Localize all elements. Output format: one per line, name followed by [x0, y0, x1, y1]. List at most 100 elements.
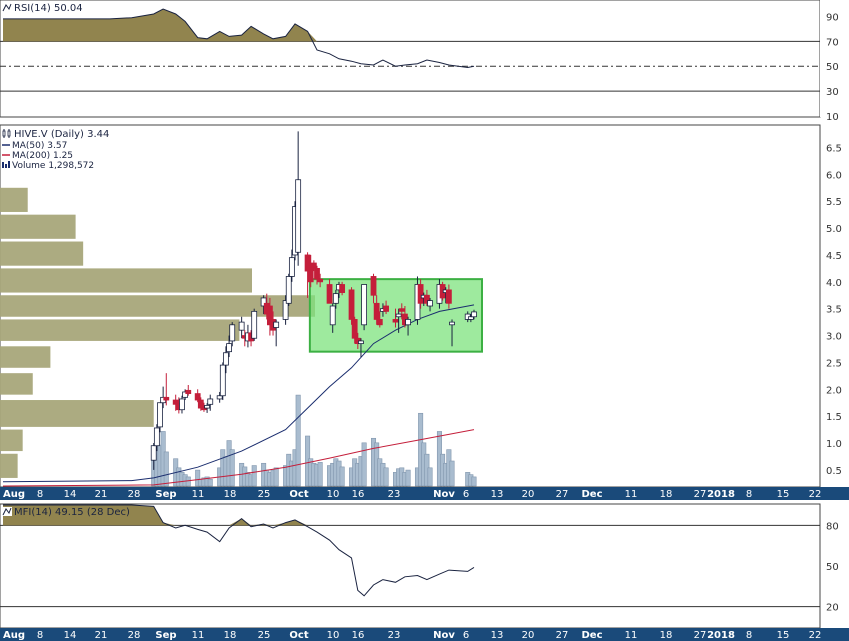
volume-bar — [163, 451, 169, 487]
candle-body — [238, 321, 245, 331]
rsi-line — [3, 8, 475, 69]
candle-body — [383, 305, 389, 312]
volume-bar — [295, 394, 301, 487]
x-axis-label: 18 — [224, 489, 237, 500]
rsi-y-tick-label: 30 — [826, 87, 839, 98]
rsi-title-group: RSI(14) 50.04 — [2, 3, 83, 14]
x-axis-label: 13 — [491, 489, 504, 500]
x-axis-label: 8 — [37, 489, 43, 500]
x-axis-label: 27 — [694, 489, 707, 500]
candle — [163, 373, 170, 406]
volume-profile-bar — [0, 268, 252, 293]
candle-body — [304, 254, 311, 272]
x-axis-label: 22 — [809, 489, 822, 500]
price-y-tick-label: 3.0 — [826, 332, 842, 343]
rsi-icon — [2, 3, 12, 12]
volume-bar — [195, 469, 201, 487]
candle-body — [266, 305, 273, 326]
x-axis-label: Dec — [581, 489, 602, 500]
volume-bar — [383, 467, 389, 487]
mfi-title: MFI(14) 49.15 (28 Dec) — [14, 507, 130, 518]
candle — [332, 289, 339, 309]
candle — [285, 273, 292, 306]
candle — [423, 289, 430, 306]
candle-body — [417, 284, 424, 304]
x-axis-label: 28 — [128, 489, 141, 500]
candle-body — [339, 284, 346, 293]
candle — [223, 346, 229, 374]
candle-body — [216, 395, 223, 400]
x-axis-label: 2018 — [707, 630, 735, 641]
candle-body — [295, 179, 302, 253]
candle — [182, 389, 189, 401]
volume-bar — [229, 449, 235, 487]
price-x-axis-bar — [0, 487, 849, 500]
x-axis-label: 27 — [694, 630, 707, 641]
candle — [351, 316, 358, 344]
candle — [307, 254, 314, 288]
candle — [417, 279, 424, 309]
mfi-y-tick-label: 80 — [826, 521, 839, 532]
price-legend: HIVE.V (Daily) 3.44 MA(50) 3.57 MA(200) … — [2, 129, 109, 171]
candle-body — [310, 262, 317, 269]
x-axis-label: 28 — [128, 630, 141, 641]
candle-body — [226, 343, 232, 353]
volume-bar — [317, 462, 323, 487]
x-axis-label: Sep — [155, 630, 176, 641]
x-axis-label: 15 — [777, 489, 790, 500]
mfi-y-tick-label: 50 — [826, 562, 839, 573]
candle — [392, 308, 399, 328]
x-axis-label: 18 — [224, 630, 237, 641]
price-y-tick-label: 0.5 — [826, 466, 842, 477]
candle — [229, 322, 236, 347]
candle-body — [219, 364, 226, 397]
candle-body — [285, 276, 292, 304]
volume-bars — [151, 394, 477, 487]
candle-body — [172, 399, 179, 405]
candle — [358, 338, 364, 358]
candle — [207, 394, 214, 411]
candle — [251, 308, 258, 341]
rsi-frame — [0, 0, 821, 118]
rsi-y-tick-label: 90 — [826, 12, 839, 23]
candle — [226, 335, 232, 358]
candle — [467, 314, 474, 323]
volume-legend-label: Volume 1,298,572 — [12, 161, 94, 171]
candle-body — [197, 399, 204, 409]
mfi-y-ticks: 80 50 20 — [826, 521, 839, 613]
x-axis-label: 25 — [258, 630, 271, 641]
x-axis-label: 10 — [327, 489, 340, 500]
x-axis-label: 18 — [660, 630, 673, 641]
candle — [157, 402, 163, 433]
volume-bar — [427, 467, 433, 487]
mfi-icon — [2, 507, 12, 516]
candle — [216, 391, 223, 403]
x-axis-label: 11 — [192, 630, 205, 641]
price-y-tick-label: 3.5 — [826, 305, 842, 316]
candle-body — [329, 305, 336, 326]
ma50-legend-label: MA(50) 3.57 — [12, 141, 67, 151]
volume-bar — [405, 469, 411, 487]
candle-body — [351, 319, 358, 339]
candle-body — [204, 405, 211, 409]
candle-body — [288, 257, 295, 277]
candle-body — [467, 316, 474, 320]
volume-bar — [185, 476, 191, 487]
candle — [260, 295, 267, 315]
x-axis-label: 2018 — [707, 489, 735, 500]
ma50-line — [2, 304, 475, 483]
candle-body — [423, 294, 430, 304]
x-axis-label: 20 — [522, 630, 535, 641]
candle — [361, 284, 368, 331]
candle-body — [273, 321, 280, 328]
candle-body — [373, 302, 380, 320]
candle — [273, 319, 280, 347]
candle — [427, 297, 433, 312]
x-axis-label: 23 — [388, 630, 401, 641]
candle-body — [182, 391, 189, 398]
candle-body — [392, 319, 399, 323]
candle — [329, 303, 336, 333]
candle-body — [201, 407, 207, 411]
candle — [405, 316, 411, 336]
